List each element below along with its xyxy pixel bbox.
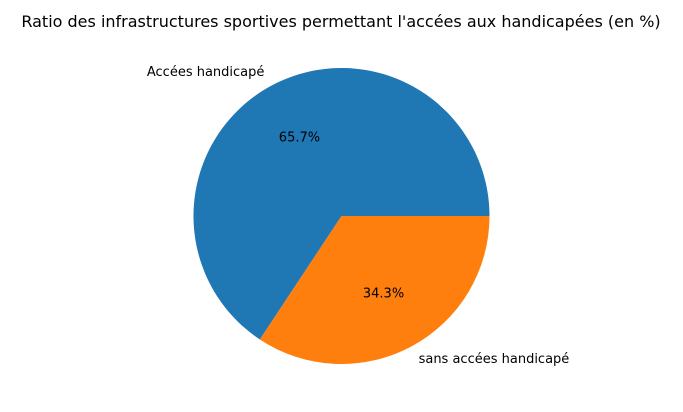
- pie-slice-1: [193, 67, 490, 340]
- slice-label-2: sans accées handicapé: [419, 352, 570, 367]
- pie-labels: Accées handicapé 65.7% sans accées handica…: [147, 65, 569, 367]
- slice-percent-1: 65.7%: [279, 130, 320, 145]
- pie-slice-2: [259, 216, 490, 364]
- chart-title: Ratio des infrastructures sportives perm…: [21, 12, 660, 31]
- slice-percent-2: 34.3%: [363, 287, 404, 302]
- pie-slices: [193, 67, 490, 364]
- slice-label-1: Accées handicapé: [147, 65, 265, 80]
